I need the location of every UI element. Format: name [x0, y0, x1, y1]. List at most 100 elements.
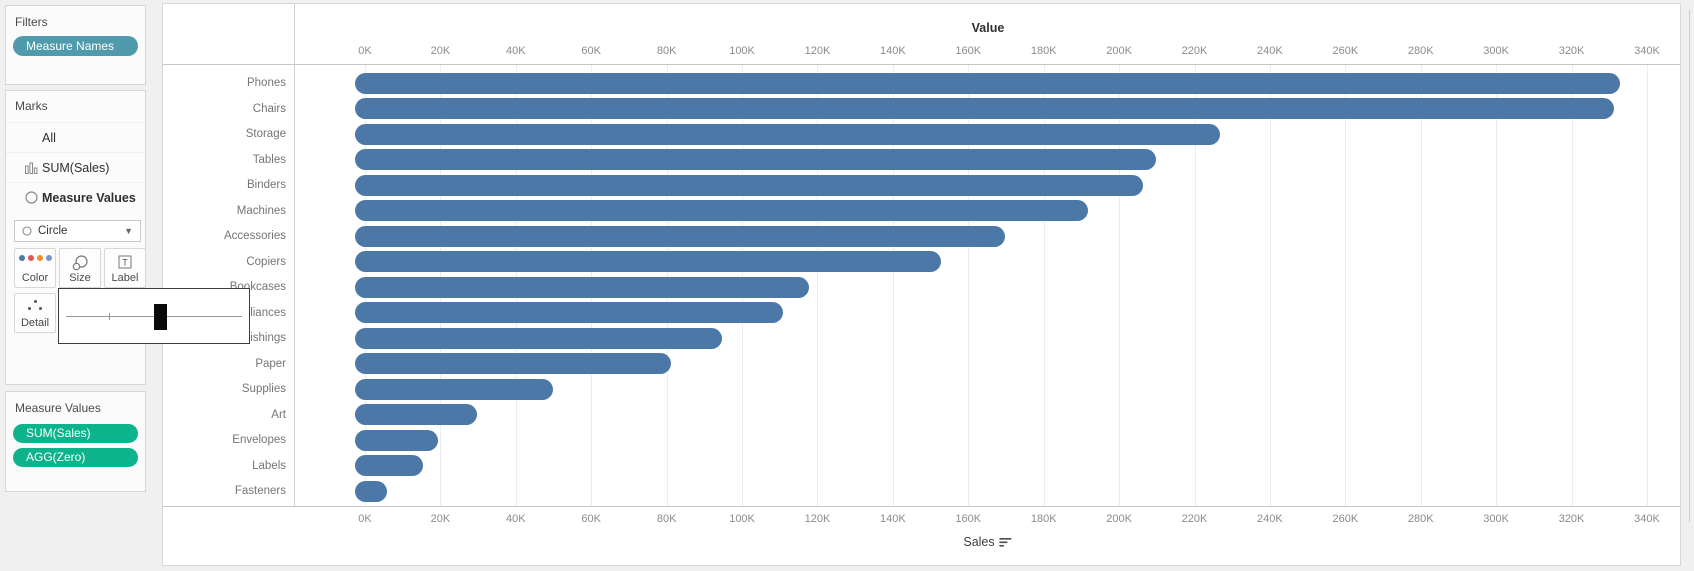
axis-tick-label: 80K: [656, 45, 677, 57]
size-circles-icon: [60, 255, 100, 271]
axis-tick-label: 140K: [880, 45, 906, 57]
axis-tick-label: 0K: [358, 513, 372, 525]
axis-tick-label: 160K: [955, 513, 982, 525]
bar-paper[interactable]: [354, 353, 672, 374]
measure-pill-agg-zero[interactable]: AGG(Zero): [13, 448, 138, 467]
axis-tick-label: 120K: [804, 45, 831, 57]
label-button[interactable]: T Label: [104, 248, 146, 288]
gridline: [892, 65, 894, 506]
axis-tick-label: 280K: [1407, 513, 1434, 525]
axis-tick-label: 0K: [358, 45, 372, 57]
category-label[interactable]: Art: [271, 408, 286, 421]
measure-values-panel: Measure Values SUM(Sales) AGG(Zero): [5, 391, 146, 492]
bar-art[interactable]: [354, 404, 478, 425]
bar-bookcases[interactable]: [354, 276, 810, 298]
gridline: [1269, 65, 1271, 506]
axis-tick-label: 320K: [1558, 513, 1585, 525]
bar-furnishings[interactable]: [354, 327, 723, 349]
bar-labels[interactable]: [354, 455, 423, 476]
axis-tick-label: 220K: [1181, 45, 1208, 57]
axis-tick-label: 60K: [581, 513, 602, 525]
color-button-label: Color: [21, 272, 49, 284]
filters-title: Filters: [15, 15, 48, 29]
size-slider-default-tick: [108, 313, 110, 320]
category-label[interactable]: Fasteners: [234, 485, 286, 497]
axis-tick-label: 260K: [1332, 513, 1359, 525]
bar-storage[interactable]: [354, 123, 1221, 145]
bar-appliances[interactable]: [354, 302, 783, 323]
category-label[interactable]: Tables: [252, 153, 286, 166]
axis-tick-label: 340K: [1634, 45, 1660, 57]
marks-card-label: Measure Values: [42, 190, 136, 205]
gridline: [1496, 65, 1498, 506]
bar-envelopes[interactable]: [354, 429, 438, 451]
marks-card-sum-sales[interactable]: SUM(Sales): [6, 152, 145, 182]
bar-phones[interactable]: [354, 72, 1620, 94]
bar-chairs[interactable]: [354, 98, 1615, 119]
category-label[interactable]: Supplies: [241, 383, 286, 395]
axis-tick-label: 180K: [1030, 513, 1057, 525]
axis-tick-label: 200K: [1106, 513, 1132, 525]
gridline: [1646, 65, 1648, 506]
bottom-axis-title: Sales: [963, 535, 1012, 549]
axis-tick-label: 280K: [1407, 45, 1434, 57]
axis-tick-label: 160K: [955, 45, 982, 57]
axis-tick-label: 80K: [656, 513, 677, 525]
gridline: [1043, 65, 1045, 506]
size-button[interactable]: Size: [59, 248, 101, 288]
gridline: [1571, 65, 1573, 506]
mark-type-select[interactable]: Circle ▼: [14, 220, 141, 242]
bar-fasteners[interactable]: [354, 480, 387, 502]
category-label[interactable]: Storage: [245, 128, 286, 140]
bar-copiers[interactable]: [354, 251, 942, 272]
axis-tick-label: 240K: [1257, 45, 1283, 57]
marks-card-all[interactable]: All: [6, 122, 145, 152]
color-button[interactable]: Color: [14, 248, 56, 288]
axis-tick-label: 120K: [804, 513, 831, 525]
sort-descending-icon[interactable]: [999, 537, 1013, 547]
mark-type-value: Circle: [38, 225, 68, 237]
marks-card-label: SUM(Sales): [42, 160, 110, 175]
axis-tick-label: 240K: [1257, 513, 1283, 525]
category-label[interactable]: Machines: [236, 204, 286, 217]
chevron-down-icon[interactable]: ▼: [124, 226, 133, 236]
bar-supplies[interactable]: [354, 378, 553, 400]
chart-card: Value 0K 20K 40K 60K 80K 100K 120K 140K 160K 180K…: [162, 3, 1681, 566]
bar-accessories[interactable]: [354, 225, 1006, 247]
axis-tick-label: 300K: [1483, 45, 1509, 57]
category-label[interactable]: Phones: [246, 77, 286, 89]
gridline: [817, 65, 819, 506]
axis-tick-label: 320K: [1558, 45, 1585, 57]
marks-title: Marks: [15, 99, 48, 113]
axis-tick-label: 260K: [1332, 45, 1359, 57]
axis-tick-label: 200K: [1106, 45, 1132, 57]
detail-dots-icon: [15, 300, 55, 312]
category-label[interactable]: Paper: [255, 357, 286, 370]
category-label[interactable]: Accessories: [224, 230, 286, 242]
color-dots-icon: [15, 255, 55, 261]
bar-tables[interactable]: [354, 149, 1156, 170]
marks-card-measure-values[interactable]: Measure Values: [6, 182, 145, 212]
detail-button[interactable]: Detail: [14, 293, 56, 333]
axis-tick-label: 20K: [430, 513, 451, 525]
category-label[interactable]: Envelopes: [232, 434, 286, 446]
category-label[interactable]: Chairs: [252, 102, 286, 115]
category-label[interactable]: Labels: [252, 459, 286, 472]
bar-binders[interactable]: [354, 174, 1143, 196]
axis-tick-label: 40K: [506, 45, 526, 57]
category-label[interactable]: Binders: [247, 179, 286, 191]
axis-tick-label: 180K: [1030, 45, 1057, 57]
size-slider-handle[interactable]: [153, 304, 167, 330]
filter-pill-measure-names[interactable]: Measure Names: [13, 36, 138, 56]
axis-tick-label: 220K: [1181, 513, 1208, 525]
header-divider-line: [294, 4, 295, 506]
size-slider-popup: [58, 288, 250, 344]
bar-chart-icon: [20, 162, 42, 174]
bottom-axis-line: [163, 506, 1680, 507]
gridline: [1194, 65, 1196, 506]
gridline: [968, 65, 970, 506]
axis-tick-label: 60K: [581, 45, 602, 57]
bar-machines[interactable]: [354, 200, 1089, 221]
measure-pill-sum-sales[interactable]: SUM(Sales): [13, 424, 138, 443]
category-label[interactable]: Copiers: [246, 255, 286, 268]
